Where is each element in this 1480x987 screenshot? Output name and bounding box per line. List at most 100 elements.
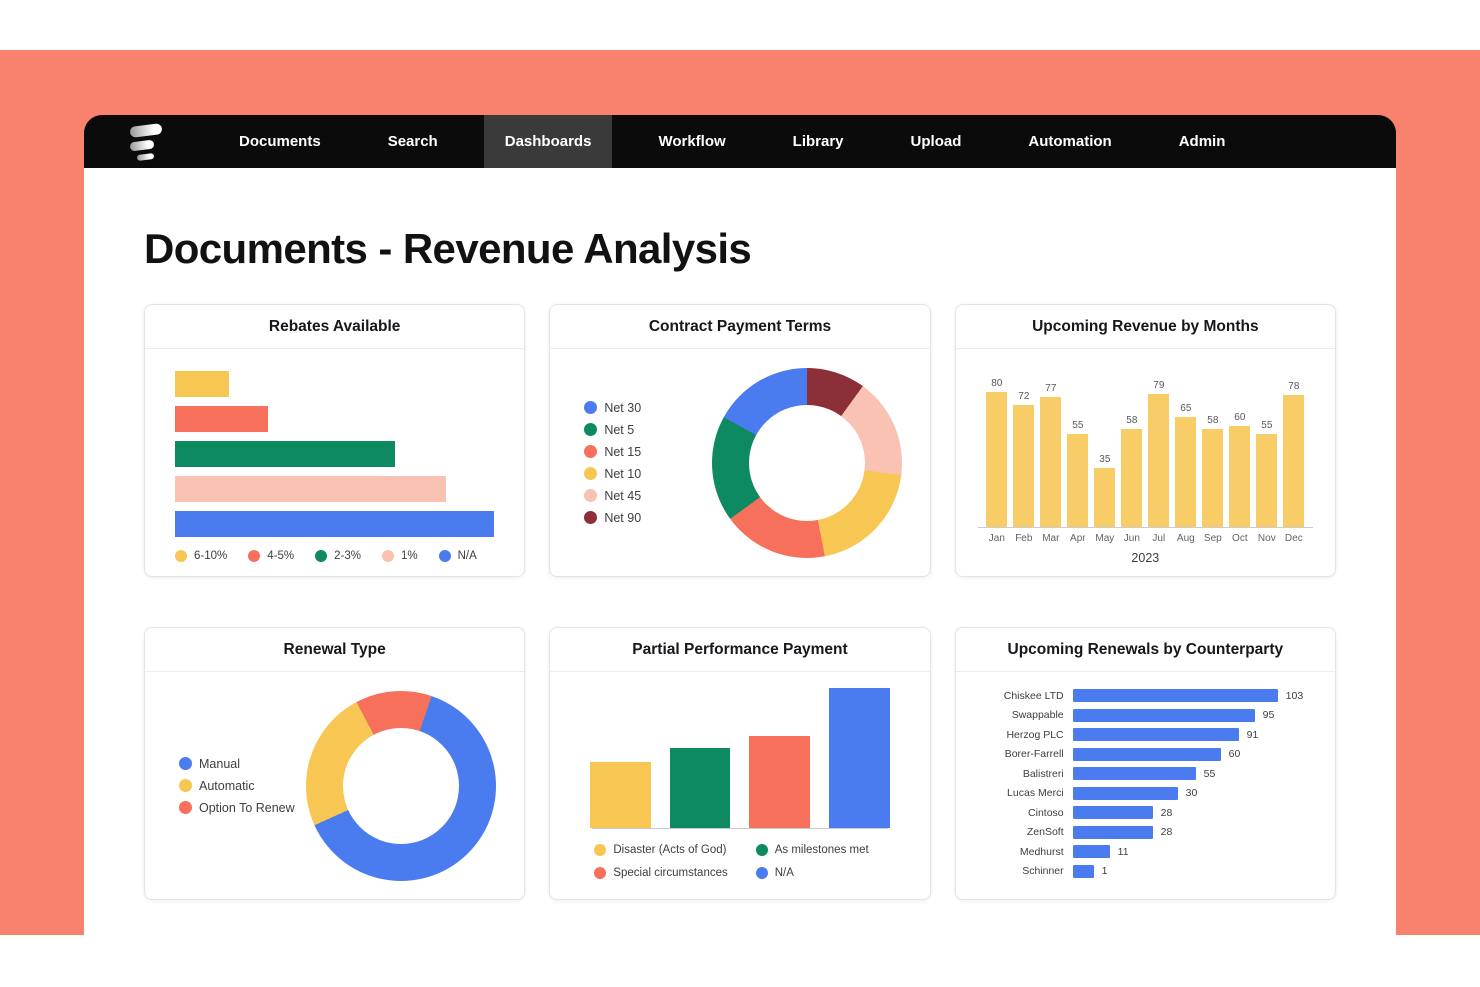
bar-jan[interactable] (986, 392, 1008, 527)
bar-cintoso[interactable] (1072, 806, 1153, 819)
legend-item-net-30[interactable]: Net 30 (584, 401, 641, 415)
chart-area: Net 30 Net 5 Net 15 Net 10 Net 45 Net 90 (550, 349, 929, 576)
legend-item-as-milestones-met[interactable]: As milestones met (755, 844, 869, 856)
legend-item-n-a[interactable]: N/A (438, 550, 477, 562)
bar-swappable[interactable] (1072, 708, 1255, 722)
bar-1[interactable] (175, 476, 447, 502)
bar-row-lucas-merci: Lucas Merci 30 (968, 786, 1315, 800)
legend-item-automatic[interactable]: Automatic (179, 779, 295, 793)
bar-column-feb: 72 (1013, 391, 1035, 527)
legend-item-6-10[interactable]: 6-10% (175, 550, 227, 562)
legend-item-n-a[interactable]: N/A (755, 867, 869, 879)
legend-dot (584, 467, 598, 480)
nav-item-upload[interactable]: Upload (910, 133, 962, 150)
bar-aug[interactable] (1175, 417, 1197, 527)
bar-value-label: 28 (1160, 826, 1173, 838)
bar-nov[interactable] (1256, 434, 1278, 527)
bar-mar[interactable] (1040, 397, 1062, 527)
legend-item-option-to-renew[interactable]: Option To Renew (179, 801, 295, 815)
bar-row-schinner: Schinner 1 (968, 864, 1315, 878)
x-tick-may: May (1095, 533, 1115, 544)
chart-card-contract-payment-terms: Contract Payment Terms Net 30 Net 5 Net 15 N… (549, 304, 931, 577)
bar-borer-farrell[interactable] (1072, 747, 1221, 761)
chart-title: Partial Performance Payment (550, 628, 930, 672)
vertical-bar-chart: 80 72 77 55 35 58 79 65 58 60 55 78 Jan Feb Mar Apr May J… (956, 349, 1335, 576)
category-label: Chiskee LTD (1003, 689, 1064, 702)
bar-special-circumstances[interactable] (749, 736, 811, 828)
bar-as-milestones-met[interactable] (669, 748, 731, 828)
bar-dec[interactable] (1283, 395, 1305, 527)
nav-item-admin[interactable]: Admin (1178, 133, 1226, 150)
legend-item-net-10[interactable]: Net 10 (584, 467, 641, 481)
x-tick-jul: Jul (1152, 533, 1166, 544)
legend-item-manual[interactable]: Manual (179, 757, 295, 771)
bar-value-label: 30 (1185, 787, 1198, 799)
bar-jun[interactable] (1121, 429, 1143, 527)
x-axis-line (592, 828, 888, 829)
bar-6-10[interactable] (175, 371, 230, 397)
bar-may[interactable] (1094, 468, 1116, 527)
x-tick-jan: Jan (988, 533, 1005, 544)
bar-n-a[interactable] (829, 688, 890, 828)
legend-label: Net 5 (604, 422, 635, 437)
evisort-logo[interactable] (129, 120, 166, 164)
legend-item-1[interactable]: 1% (381, 550, 418, 562)
bar-balistreri[interactable] (1072, 767, 1196, 780)
legend-label: 4-5% (267, 550, 295, 562)
bar-apr[interactable] (1067, 434, 1089, 527)
chart-card-rebates-available: Rebates Available 6-10% 4-5% 2-3% 1% N/A (144, 304, 526, 577)
legend-item-net-90[interactable]: Net 90 (584, 511, 641, 525)
donut-hole (748, 404, 865, 521)
bar-feb[interactable] (1013, 405, 1035, 527)
bar-group: 80 72 77 55 35 58 79 65 58 60 55 78 (972, 375, 1319, 527)
bar-lucas-merci[interactable] (1072, 786, 1178, 800)
legend-item-net-15[interactable]: Net 15 (584, 445, 641, 459)
legend-dot (584, 401, 598, 414)
nav-item-automation[interactable]: Automation (1028, 133, 1112, 150)
nav-item-dashboards[interactable]: Dashboards (483, 115, 613, 168)
nav-item-library[interactable]: Library (792, 133, 844, 150)
bar-chiskee-ltd[interactable] (1072, 689, 1278, 702)
bar-zensoft[interactable] (1072, 825, 1153, 839)
donut-chart[interactable] (306, 690, 497, 881)
legend-dot (755, 844, 768, 856)
bar-2-3[interactable] (175, 441, 396, 467)
bar-jul[interactable] (1148, 394, 1170, 527)
legend-item-disaster-acts-of-god[interactable]: Disaster (Acts of God) (594, 844, 727, 856)
nav-item-documents[interactable]: Documents (239, 133, 321, 150)
bar-4-5[interactable] (175, 406, 268, 432)
nav-item-workflow[interactable]: Workflow (658, 133, 726, 150)
x-axis-label: 2023 (1131, 551, 1160, 565)
bar-schinner[interactable] (1072, 864, 1094, 878)
app-window: Documents Search Dashboards Workflow Library… (84, 115, 1396, 987)
vertical-bar-chart: Disaster (Acts of God) As milestones met S… (550, 672, 929, 899)
donut-chart[interactable] (711, 367, 902, 558)
legend-item-net-5[interactable]: Net 5 (584, 423, 641, 437)
legend-label: N/A (774, 867, 794, 879)
legend-dot (315, 550, 328, 562)
bar-oct[interactable] (1229, 426, 1251, 527)
bar-value-label: 28 (1160, 806, 1173, 819)
bar-herzog-plc[interactable] (1072, 728, 1239, 741)
legend-item-special-circumstances[interactable]: Special circumstances (594, 867, 728, 879)
category-label: Swappable (1011, 709, 1064, 721)
legend-item-net-45[interactable]: Net 45 (584, 489, 641, 503)
bar-medhurst[interactable] (1072, 845, 1110, 858)
legend-dot (594, 867, 607, 879)
legend-item-4-5[interactable]: 4-5% (248, 550, 294, 562)
logo-stroke (129, 122, 163, 138)
category-label: Borer-Farrell (1004, 748, 1064, 760)
x-tick-mar: Mar (1042, 533, 1060, 544)
nav-item-search[interactable]: Search (387, 133, 438, 150)
bar-value-label: 103 (1285, 689, 1304, 702)
bar-column-oct: 60 (1229, 412, 1251, 527)
bar-sep[interactable] (1202, 429, 1224, 527)
legend-item-2-3[interactable]: 2-3% (315, 550, 361, 562)
bar-column-apr: 55 (1067, 420, 1089, 527)
x-tick-dec: Dec (1284, 533, 1303, 544)
bar-disaster-acts-of-god[interactable] (590, 762, 651, 828)
bar-row-chiskee-ltd: Chiskee LTD 103 (968, 689, 1315, 702)
bar-value-label: 55 (1203, 767, 1216, 780)
bar-n-a[interactable] (175, 511, 495, 537)
horizontal-bar-chart: 6-10% 4-5% 2-3% 1% N/A (145, 349, 524, 576)
